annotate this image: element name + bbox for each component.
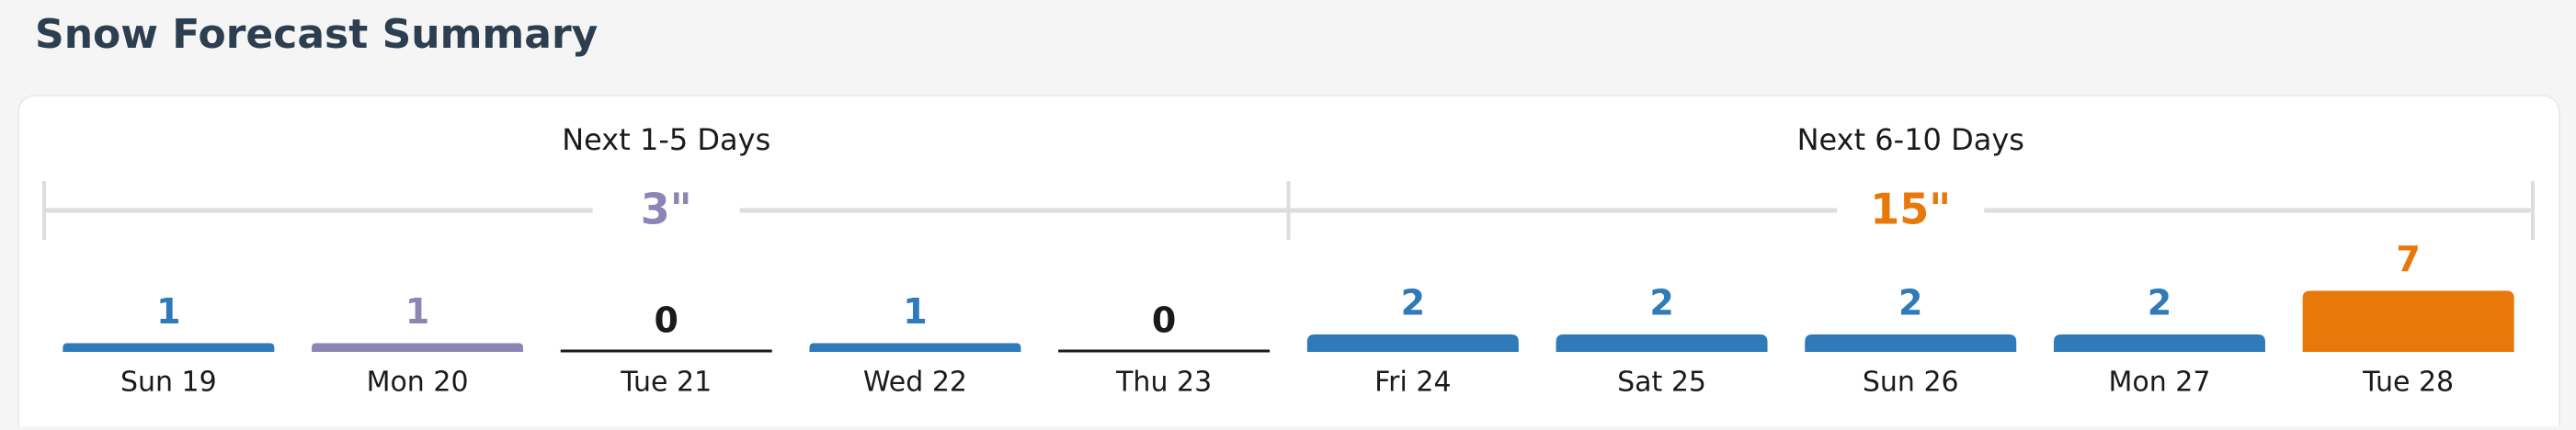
bar-value-label: 7: [2396, 239, 2420, 279]
bar-value-label: 0: [655, 300, 678, 341]
day-label: Sun 19: [120, 367, 217, 399]
page-title: Snow Forecast Summary: [35, 11, 598, 58]
bar: [809, 343, 1021, 352]
total-backdrop: [592, 183, 740, 238]
day-label: Thu 23: [1115, 367, 1212, 399]
bar-value-label: 0: [1152, 300, 1176, 341]
bar: [63, 343, 275, 352]
day-label: Tue 21: [620, 367, 712, 399]
bar-value-label: 1: [903, 291, 927, 332]
bar-value-label: 1: [156, 291, 180, 332]
day-label: Mon 20: [367, 367, 469, 399]
group-label: Next 1-5 Days: [562, 122, 770, 157]
bar: [1556, 334, 1768, 352]
bar-value-label: 2: [1649, 283, 1673, 323]
group-total: 15": [1870, 185, 1951, 234]
group-total: 3": [641, 185, 692, 234]
bar: [1805, 334, 2017, 352]
bar-value-label: 2: [1401, 283, 1425, 323]
day-label: Sun 26: [1863, 367, 1959, 399]
day-label: Sat 25: [1617, 367, 1706, 399]
bar: [2302, 290, 2514, 352]
bar-value-label: 2: [2148, 283, 2171, 323]
bar: [2053, 334, 2265, 352]
day-label: Fri 24: [1374, 367, 1451, 399]
bar-value-label: 2: [1898, 283, 1922, 323]
day-label: Wed 22: [863, 367, 967, 399]
day-label: Tue 28: [2362, 367, 2454, 399]
group-label: Next 6-10 Days: [1797, 122, 2024, 157]
bar: [312, 343, 524, 352]
bar: [1306, 334, 1519, 352]
bar-value-label: 1: [405, 291, 429, 332]
total-backdrop: [1837, 183, 1985, 238]
day-label: Mon 27: [2108, 367, 2210, 399]
